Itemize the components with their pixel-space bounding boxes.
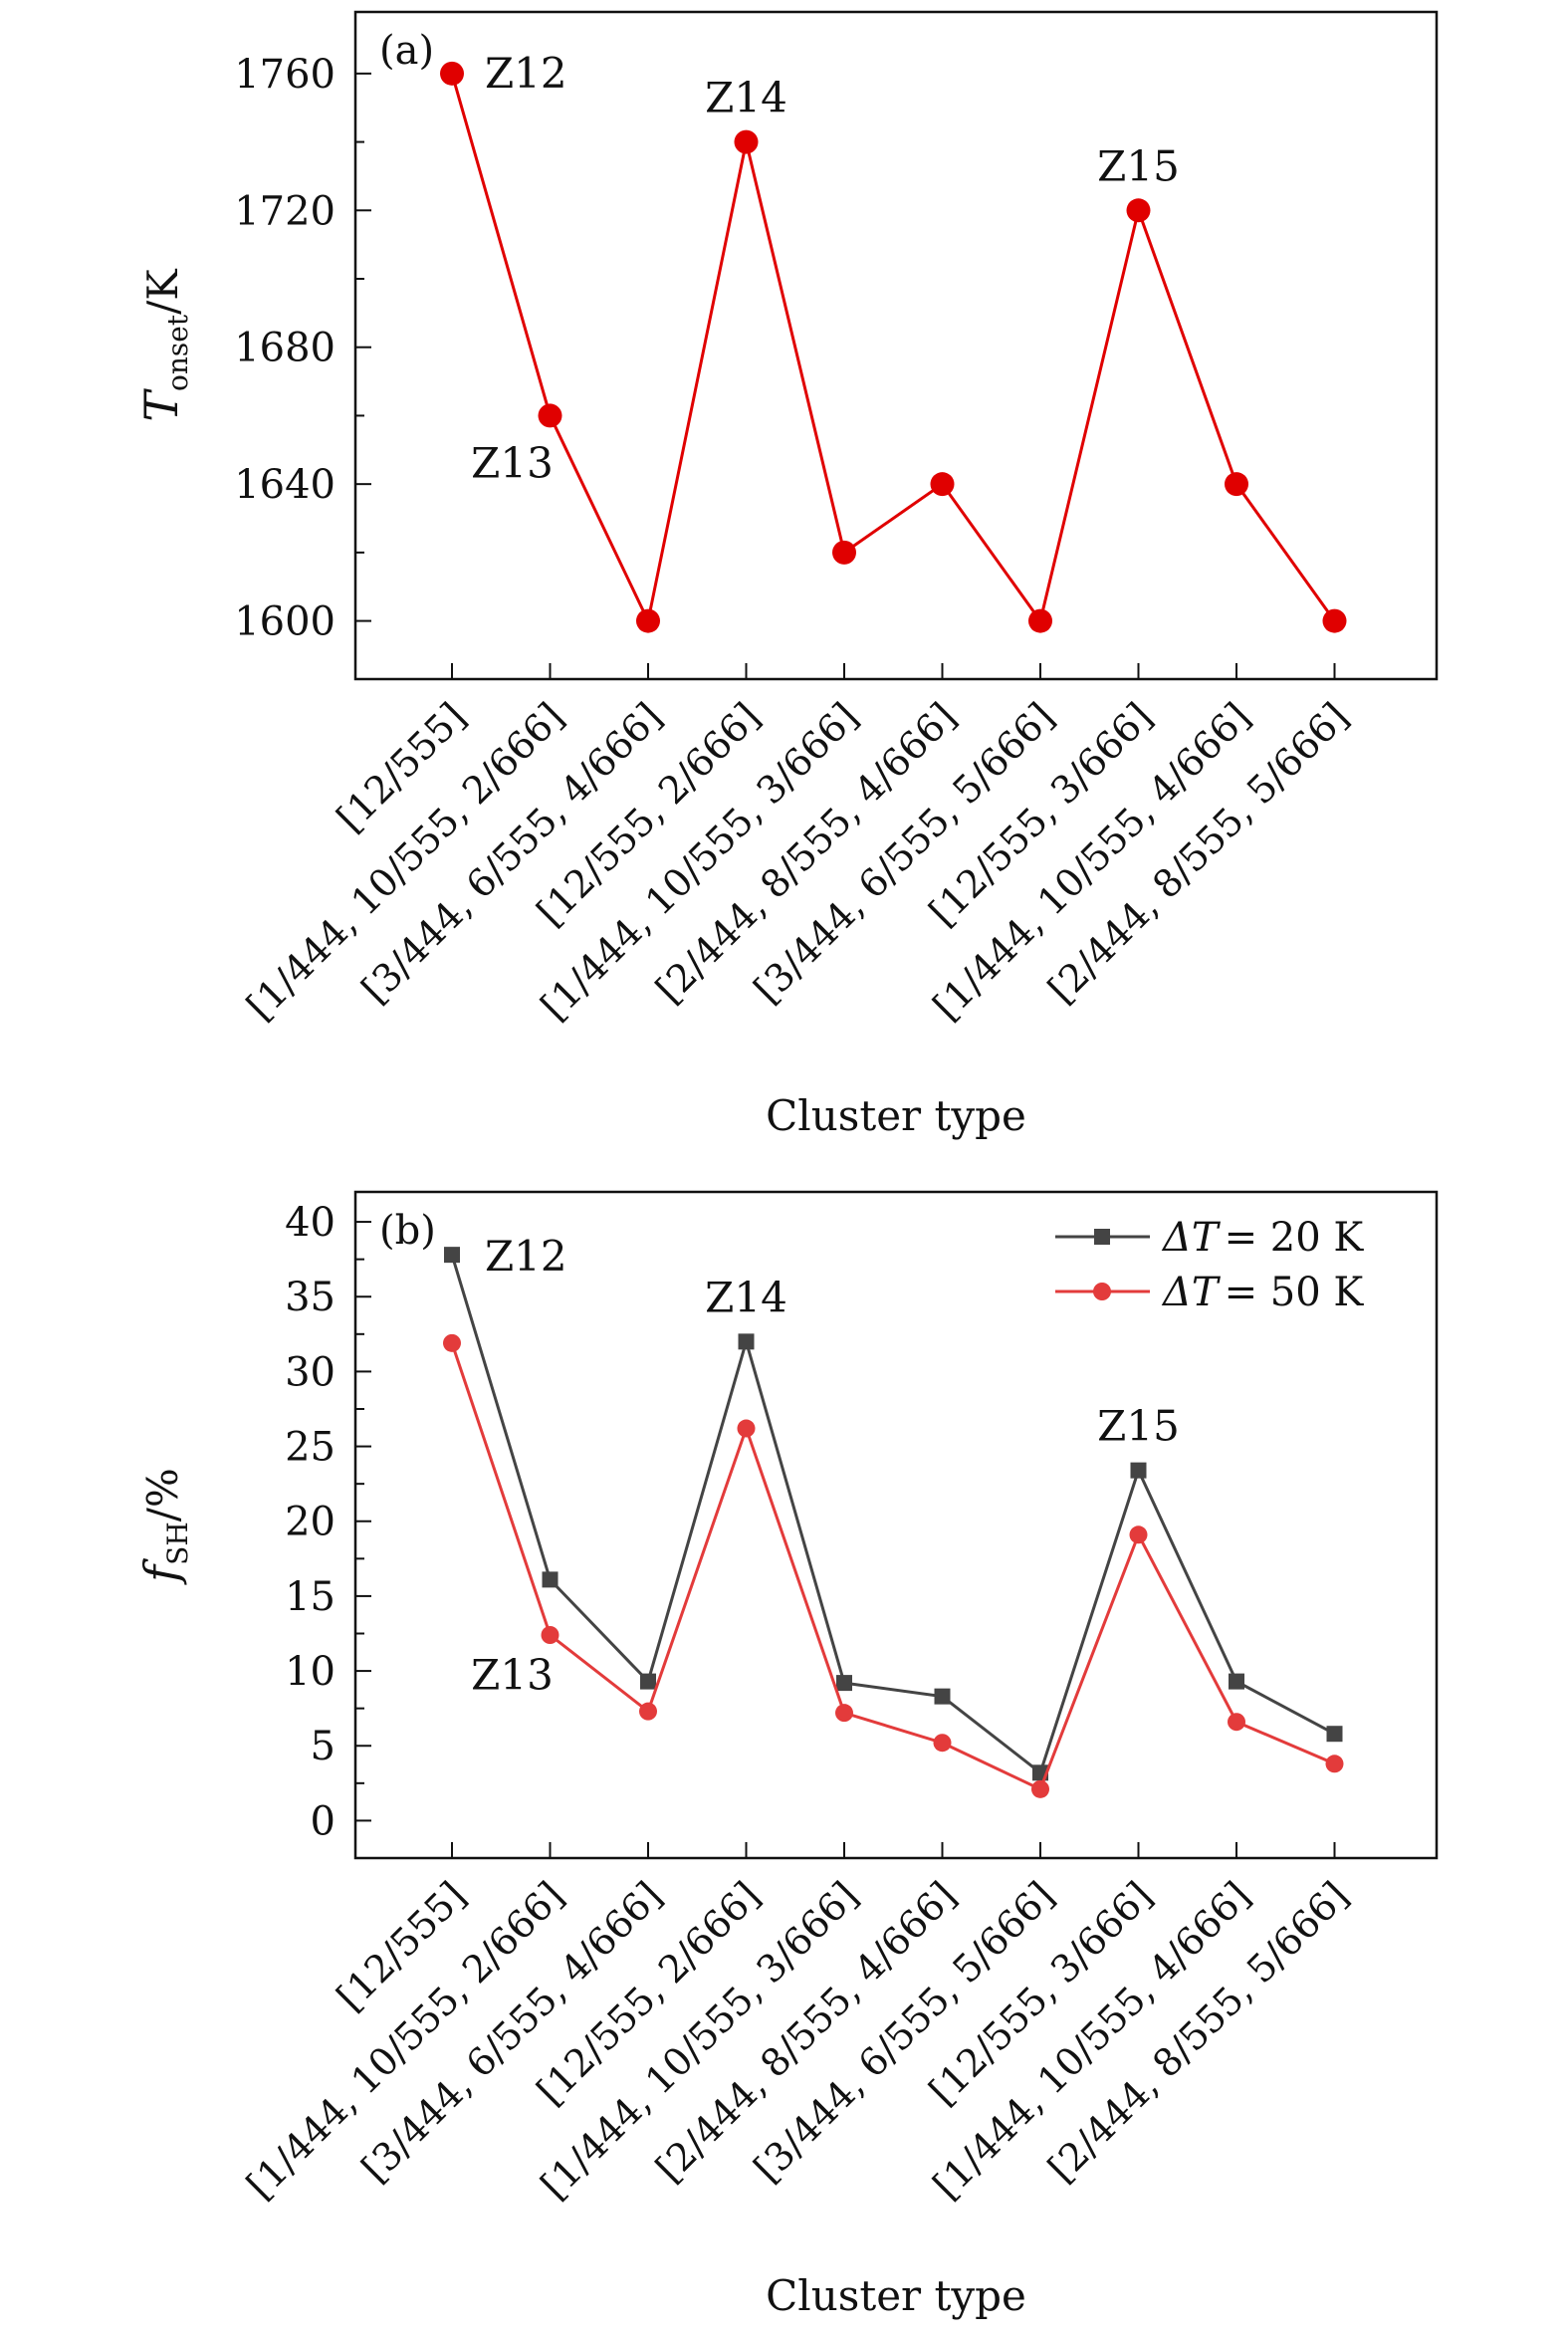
legend-label: ΔT = 20 K — [1161, 1215, 1364, 1261]
y-tick-label: 1680 — [234, 326, 336, 371]
data-point — [738, 1333, 755, 1350]
data-point — [640, 1673, 656, 1690]
y-tick-label: 0 — [311, 1798, 336, 1844]
data-point — [1130, 1462, 1147, 1479]
y-tick-label: 5 — [311, 1724, 336, 1769]
series-line — [450, 1342, 1336, 1791]
legend-value: = 20 K — [1225, 1215, 1365, 1261]
data-point — [737, 1419, 756, 1438]
data-point — [444, 1247, 460, 1264]
y-tick-label: 1600 — [234, 599, 336, 645]
y-axis-subscript: onset — [161, 314, 194, 391]
data-point — [541, 1625, 560, 1644]
data-point — [934, 1688, 951, 1705]
x-axis-title: Cluster type — [766, 2271, 1026, 2320]
data-point — [930, 472, 955, 497]
data-point — [636, 608, 660, 633]
data-point — [639, 1702, 657, 1721]
data-point — [933, 1734, 952, 1753]
data-point — [1326, 1726, 1343, 1743]
x-axis-title: Cluster type — [766, 1091, 1026, 1140]
data-point — [538, 403, 562, 428]
data-point — [1126, 198, 1151, 223]
y-tick-label: 35 — [285, 1275, 336, 1320]
data-point — [734, 129, 759, 154]
cluster-annotation: Z12 — [485, 1232, 567, 1281]
y-tick-label: 1760 — [234, 52, 336, 98]
data-point — [1229, 1673, 1244, 1690]
cluster-annotation: Z13 — [471, 438, 554, 487]
legend-label: ΔT = 50 K — [1161, 1270, 1364, 1315]
y-tick-label: 10 — [285, 1649, 336, 1695]
data-point — [1031, 1779, 1049, 1798]
y-tick-label: 15 — [285, 1574, 336, 1620]
data-point — [1129, 1525, 1148, 1544]
panel-label: (b) — [379, 1208, 436, 1254]
data-point — [832, 540, 856, 565]
data-point — [1325, 1755, 1344, 1773]
plot-frame — [353, 10, 1439, 681]
series-line — [450, 73, 1336, 626]
cluster-annotation: Z15 — [1097, 141, 1180, 190]
y-axis-title: Tonset/K — [134, 268, 194, 422]
data-point — [542, 1571, 559, 1588]
y-axis-symbol: T — [134, 388, 188, 422]
y-axis-subscript: SH — [161, 1522, 194, 1565]
data-point — [836, 1675, 852, 1692]
cluster-annotation: Z15 — [1097, 1402, 1180, 1451]
data-point — [1028, 608, 1052, 633]
y-tick-label: 20 — [285, 1500, 336, 1545]
y-axis-unit: /K — [138, 268, 187, 315]
y-tick-label: 40 — [285, 1200, 336, 1246]
legend-value: = 50 K — [1225, 1270, 1365, 1315]
data-point — [1228, 1713, 1245, 1732]
y-tick-label: 1720 — [234, 188, 336, 234]
y-tick-label: 30 — [285, 1349, 336, 1395]
y-axis-unit: /% — [138, 1468, 187, 1522]
data-point — [835, 1704, 853, 1723]
cluster-annotation: Z14 — [705, 1273, 787, 1321]
data-point — [1225, 472, 1248, 497]
data-point — [440, 61, 464, 86]
data-point — [1322, 608, 1347, 633]
series-line — [450, 1254, 1336, 1775]
cluster-annotation: Z13 — [471, 1650, 554, 1699]
plot-frame — [353, 1190, 1439, 1860]
cluster-annotation: Z12 — [485, 49, 567, 98]
y-tick-label: 1640 — [234, 462, 336, 508]
y-axis-title: fSH/% — [134, 1468, 194, 1585]
legend-symbol: ΔT — [1161, 1215, 1222, 1261]
cluster-annotation: Z14 — [705, 74, 787, 122]
legend-symbol: ΔT — [1161, 1270, 1222, 1315]
legend-marker — [1093, 1283, 1111, 1300]
legend-marker — [1094, 1229, 1110, 1245]
y-tick-label: 25 — [285, 1425, 336, 1471]
data-point — [443, 1333, 461, 1352]
panel-label: (a) — [379, 28, 434, 74]
